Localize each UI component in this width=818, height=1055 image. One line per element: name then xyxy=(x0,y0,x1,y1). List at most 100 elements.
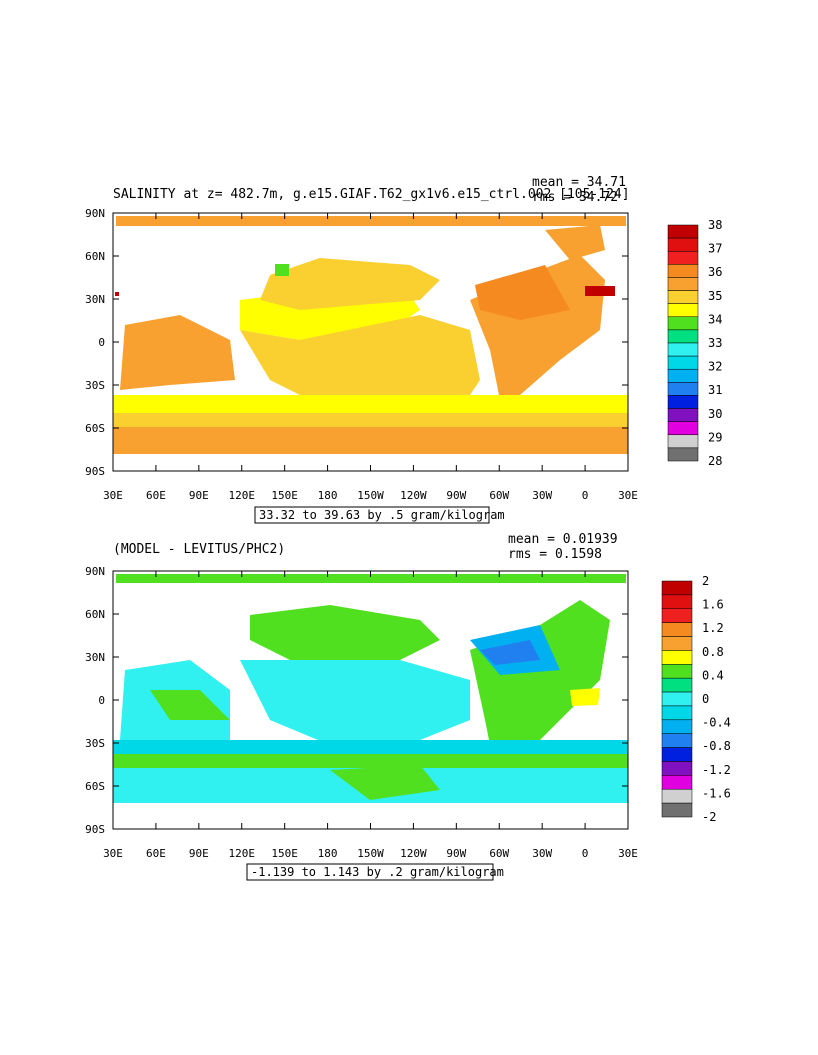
top-colorbar-swatch xyxy=(667,316,699,331)
top-axis-ticks xyxy=(112,212,629,472)
top-colorbar-swatch xyxy=(667,224,699,239)
bottom-colorbar-label: 0 xyxy=(702,692,709,706)
top-lon-label: 0 xyxy=(582,489,589,502)
bottom-colorbar-label: 1.6 xyxy=(702,598,724,612)
top-lon-labels: 30E 60E 90E 120E 150E 180 150W 120W 90W 60W 30W 0 30… xyxy=(103,489,638,502)
bottom-title: (MODEL - LEVITUS/PHC2) xyxy=(113,542,285,557)
bottom-lat-label: 60N xyxy=(85,608,105,621)
bottom-colorbar-label: -1.6 xyxy=(702,786,731,800)
top-colorbar-swatch xyxy=(667,342,699,357)
top-colorbar-label: 30 xyxy=(708,407,722,421)
top-colorbar-label: 36 xyxy=(708,265,722,279)
bottom-colorbar-swatch xyxy=(661,622,693,637)
bottom-lon-label: 120E xyxy=(229,847,256,860)
top-lon-label: 30E xyxy=(103,489,123,502)
top-lat-label: 90N xyxy=(85,207,105,220)
top-lat-label: 60N xyxy=(85,250,105,263)
top-lon-label: 30E xyxy=(618,489,638,502)
bottom-lon-label: 150W xyxy=(357,847,384,860)
bottom-colorbar-swatch xyxy=(661,761,693,776)
top-colorbar-swatch xyxy=(667,368,699,383)
top-colorbar-swatch xyxy=(667,277,699,291)
bottom-colorbar: 2 1.6 1.2 0.8 0.4 0 -0.4 -0.8 -1.2 -1.6 -2 xyxy=(661,574,731,824)
top-lat-labels: 90N 60N 30N 0 30S 60S 90S xyxy=(85,207,105,478)
top-lon-label: 30W xyxy=(532,489,552,502)
top-lat-label: 90S xyxy=(85,465,105,478)
top-colorbar-swatch xyxy=(667,434,699,449)
bottom-colorbar-swatch xyxy=(661,719,693,734)
bottom-panel: (MODEL - LEVITUS/PHC2) mean = 0.01939 rm… xyxy=(85,532,731,881)
bottom-colorbar-swatch xyxy=(661,594,693,610)
bottom-lon-label: 30E xyxy=(103,847,123,860)
bottom-axis-ticks xyxy=(112,570,629,830)
bottom-colorbar-label: 0.4 xyxy=(702,668,724,682)
top-map-fill xyxy=(113,216,628,454)
top-lon-label: 180 xyxy=(318,489,338,502)
top-colorbar-label: 32 xyxy=(708,360,722,374)
bottom-colorbar-swatch xyxy=(661,691,693,707)
bottom-colorbar-label: 1.2 xyxy=(702,621,724,635)
bottom-lon-label: 180 xyxy=(318,847,338,860)
top-lon-label: 60W xyxy=(489,489,509,502)
bottom-lat-labels: 90N 60N 30N 0 30S 60S 90S xyxy=(85,565,105,836)
bottom-rms: rms = 0.1598 xyxy=(508,547,602,562)
top-colorbar-label: 38 xyxy=(708,218,722,232)
bottom-colorbar-swatch xyxy=(661,733,693,748)
bottom-lat-label: 30S xyxy=(85,737,105,750)
top-colorbar-swatch xyxy=(667,290,699,304)
top-title: SALINITY at z= 482.7m, g.e15.GIAF.T62_gx… xyxy=(113,187,630,202)
bottom-mean: mean = 0.01939 xyxy=(508,532,618,547)
top-colorbar-swatch xyxy=(667,395,699,409)
bottom-colorbar-swatch xyxy=(661,636,693,651)
top-mean: mean = 34.71 xyxy=(532,175,626,190)
bottom-lon-label: 60E xyxy=(146,847,166,860)
bottom-colorbar-swatch xyxy=(661,608,693,623)
top-colorbar-swatch xyxy=(667,237,699,252)
top-colorbar-label: 33 xyxy=(708,336,722,350)
bottom-lat-label: 90N xyxy=(85,565,105,578)
bottom-lon-label: 0 xyxy=(582,847,589,860)
top-colorbar: 38 37 36 35 34 33 32 31 30 29 28 xyxy=(667,218,722,468)
bottom-lat-label: 0 xyxy=(98,694,105,707)
bottom-colorbar-label: -1.2 xyxy=(702,763,731,777)
bottom-map-fill xyxy=(113,574,628,803)
bottom-range-box xyxy=(246,863,494,881)
bottom-colorbar-swatch xyxy=(661,580,693,596)
top-lon-label: 90E xyxy=(189,489,209,502)
bottom-colorbar-swatch xyxy=(661,802,693,818)
top-lat-label: 30S xyxy=(85,379,105,392)
bottom-colorbar-label: -0.4 xyxy=(702,716,731,730)
bottom-lon-label: 120W xyxy=(400,847,427,860)
top-colorbar-swatch xyxy=(667,250,699,265)
top-colorbar-swatch xyxy=(667,355,699,370)
top-colorbar-label: 31 xyxy=(708,383,722,397)
bottom-colorbar-swatch xyxy=(661,677,693,693)
bottom-lon-label: 90E xyxy=(189,847,209,860)
bottom-lat-label: 60S xyxy=(85,780,105,793)
top-lon-label: 60E xyxy=(146,489,166,502)
top-colorbar-label: 35 xyxy=(708,289,722,303)
top-colorbar-swatch xyxy=(667,447,699,462)
bottom-range-label: -1.139 to 1.143 by .2 gram/kilogram xyxy=(251,865,504,879)
bottom-lat-label: 30N xyxy=(85,651,105,664)
bottom-colorbar-label: 0.8 xyxy=(702,645,724,659)
bottom-lat-label: 90S xyxy=(85,823,105,836)
bottom-lon-label: 90W xyxy=(446,847,466,860)
bottom-lon-label: 30W xyxy=(532,847,552,860)
bottom-colorbar-swatch xyxy=(661,788,693,804)
top-colorbar-label: 34 xyxy=(708,312,722,326)
bottom-colorbar-swatch xyxy=(661,650,693,665)
top-colorbar-swatch xyxy=(667,421,699,436)
top-lat-label: 30N xyxy=(85,293,105,306)
top-colorbar-label: 29 xyxy=(708,430,722,444)
top-lon-label: 90W xyxy=(446,489,466,502)
top-lon-label: 150W xyxy=(357,489,384,502)
top-lon-label: 120W xyxy=(400,489,427,502)
bottom-lon-label: 60W xyxy=(489,847,509,860)
top-panel: SALINITY at z= 482.7m, g.e15.GIAF.T62_gx… xyxy=(85,175,722,524)
bottom-lon-label: 30E xyxy=(618,847,638,860)
bottom-colorbar-swatch xyxy=(661,775,693,790)
bottom-colorbar-label: 2 xyxy=(702,574,709,588)
bottom-colorbar-swatch xyxy=(661,664,693,679)
